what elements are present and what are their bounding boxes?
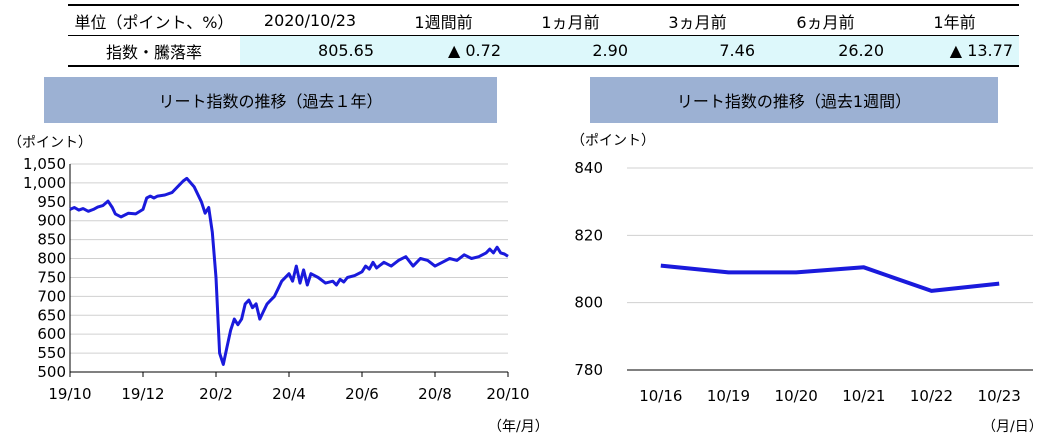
y-tick-label: 900: [37, 212, 66, 230]
month1-change: 2.90: [507, 35, 634, 67]
x-tick-label: 10/23: [978, 387, 1021, 405]
month3-change: 7.46: [634, 35, 761, 67]
summary-table: 単位（ポイント、%） 2020/10/23 1週間前 1ヵ月前 3ヵ月前 6ヵ月…: [68, 4, 1019, 67]
x-axis-unit: （年/月）: [488, 419, 549, 435]
x-axis-unit: （月/日）: [982, 419, 1043, 435]
y-tick-label: 650: [37, 306, 66, 324]
x-tick-label: 10/22: [910, 387, 953, 405]
series-line: [69, 176, 509, 366]
y-axis-unit: （ポイント）: [571, 133, 655, 149]
y-tick-label: 500: [37, 363, 66, 381]
y-tick-label: 840: [574, 159, 603, 177]
y-tick-label: 600: [37, 325, 66, 343]
y-tick-label: 700: [37, 287, 66, 305]
x-tick-label: 10/19: [707, 387, 750, 405]
x-tick-label: 20/10: [486, 385, 529, 403]
x-tick-label: 19/10: [48, 385, 91, 403]
month3-header: 3ヵ月前: [634, 4, 761, 36]
x-tick-label: 20/4: [272, 385, 306, 403]
left-chart: 5005506006507007508008509009501,0001,050…: [8, 135, 549, 435]
x-tick-label: 10/20: [775, 387, 818, 405]
series-line: [660, 263, 1000, 293]
right-chart: 780 800 820 840 10/16 10/19 10/20 10/21 10/22 10/…: [571, 133, 1043, 435]
y-tick-label: 850: [37, 231, 66, 249]
table-header-row: 単位（ポイント、%） 2020/10/23 1週間前 1ヵ月前 3ヵ月前 6ヵ月…: [68, 4, 1019, 36]
table-row: 指数・騰落率 805.65 ▲ 0.72 2.90 7.46 26.20 ▲ 1…: [68, 35, 1019, 67]
year1-header: 1年前: [890, 4, 1019, 36]
month6-change: 26.20: [761, 35, 890, 67]
right-chart-title: リート指数の推移（過去1週間）: [590, 77, 998, 123]
index-value: 805.65: [240, 35, 380, 67]
date-header: 2020/10/23: [240, 4, 380, 36]
row-label: 指数・騰落率: [68, 35, 240, 67]
x-tick-label: 10/21: [842, 387, 885, 405]
y-tick-label: 1,050: [23, 155, 66, 173]
y-tick-label: 780: [574, 361, 603, 379]
year1-change: ▲ 13.77: [890, 35, 1019, 67]
month6-header: 6ヵ月前: [761, 4, 890, 36]
week-change: ▲ 0.72: [380, 35, 507, 67]
x-tick-label: 20/6: [345, 385, 379, 403]
y-tick-label: 800: [37, 250, 66, 268]
week-header: 1週間前: [380, 4, 507, 36]
x-tick-label: 19/12: [121, 385, 164, 403]
y-tick-label: 1,000: [23, 174, 66, 192]
y-tick-label: 750: [37, 268, 66, 286]
x-tick-label: 10/16: [639, 387, 682, 405]
y-tick-label: 800: [574, 294, 603, 312]
y-axis-unit: （ポイント）: [8, 135, 92, 151]
x-tick-label: 20/2: [199, 385, 233, 403]
left-chart-title: リート指数の推移（過去１年）: [44, 77, 497, 123]
month1-header: 1ヵ月前: [507, 4, 634, 36]
x-tick-label: 20/8: [418, 385, 452, 403]
unit-header: 単位（ポイント、%）: [68, 4, 240, 36]
y-tick-label: 950: [37, 193, 66, 211]
y-tick-label: 550: [37, 344, 66, 362]
y-tick-label: 820: [574, 226, 603, 244]
